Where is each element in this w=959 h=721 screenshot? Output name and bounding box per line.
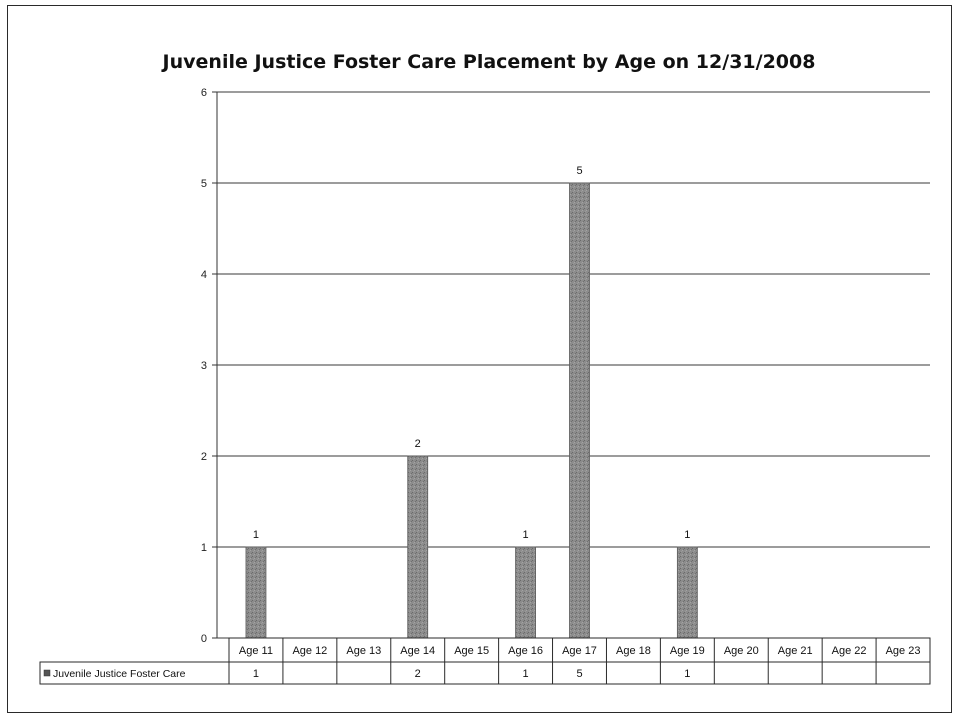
table-value-age-11: 1: [253, 668, 259, 680]
x-tick-label-age-22: Age 22: [832, 645, 867, 657]
table-value-age-14: 2: [415, 668, 421, 680]
bar-age-17: [569, 182, 590, 639]
x-tick-label-age-19: Age 19: [670, 645, 705, 657]
bar-age-14: [407, 455, 429, 639]
table-value-age-16: 1: [523, 668, 529, 680]
x-tick-label-age-14: Age 14: [400, 645, 435, 657]
table-value-age-17: 5: [576, 668, 582, 680]
chart-title: Juvenile Justice Foster Care Placement b…: [161, 51, 816, 73]
bar-age-19: [676, 546, 698, 639]
bar-age-16: [515, 546, 536, 639]
legend-label: Juvenile Justice Foster Care: [53, 668, 186, 680]
x-tick-label-age-12: Age 12: [292, 645, 327, 657]
data-labels: 1 2 1 5 1: [253, 165, 691, 541]
x-tick-label-age-11: Age 11: [239, 645, 273, 657]
y-axis: 0 1 2 3 4 5 6: [201, 87, 218, 645]
chart-frame: [7, 5, 952, 713]
data-table: Age 11 Age 12 Age 13 Age 14 Age 15 Age 16 Age …: [39, 637, 931, 685]
y-tick-label-0: 0: [201, 633, 207, 645]
bar-age-11: [245, 546, 267, 639]
y-tick-label-3: 3: [201, 360, 207, 372]
y-tick-label-4: 4: [201, 269, 207, 281]
data-label-age-14: 2: [415, 438, 421, 450]
x-tick-label-age-13: Age 13: [346, 645, 381, 657]
y-tick-label-6: 6: [201, 87, 207, 99]
data-label-age-19: 1: [684, 529, 690, 541]
x-tick-label-age-15: Age 15: [454, 645, 489, 657]
x-tick-label-age-17: Age 17: [562, 645, 597, 657]
legend-swatch: [43, 669, 51, 677]
data-label-age-17: 5: [576, 165, 582, 177]
bars: [245, 182, 698, 639]
x-tick-label-age-16: Age 16: [508, 645, 543, 657]
data-label-age-16: 1: [523, 529, 529, 541]
x-tick-label-age-18: Age 18: [616, 645, 651, 657]
x-tick-label-age-21: Age 21: [778, 645, 813, 657]
y-tick-label-5: 5: [201, 178, 207, 190]
table-value-age-19: 1: [684, 668, 690, 680]
x-tick-label-age-23: Age 23: [886, 645, 921, 657]
y-tick-label-1: 1: [201, 542, 207, 554]
y-tick-label-2: 2: [201, 451, 207, 463]
data-label-age-11: 1: [253, 529, 259, 541]
x-tick-label-age-20: Age 20: [724, 645, 759, 657]
